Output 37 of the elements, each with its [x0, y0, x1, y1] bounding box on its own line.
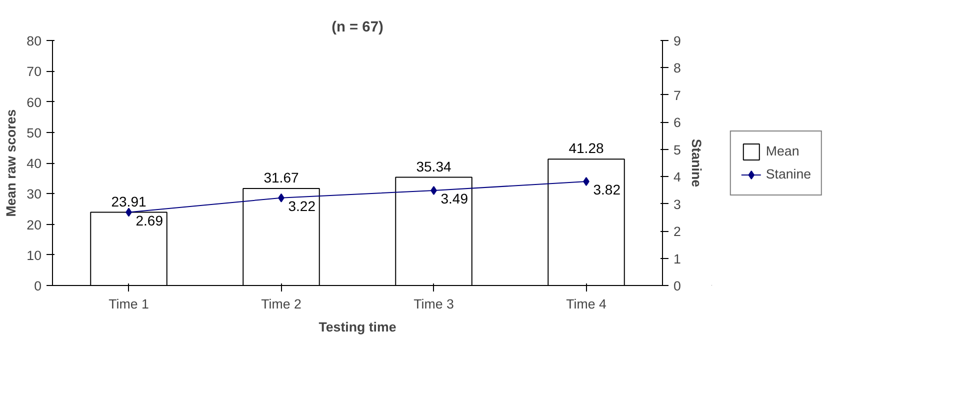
y2-tick-label: 5	[674, 142, 681, 158]
y2-tick-label: 1	[674, 251, 681, 266]
data-label: 3.22	[288, 198, 316, 214]
y2-tick-label: 2	[674, 224, 681, 240]
data-label: 3.82	[593, 182, 621, 198]
y-tick-label: 30	[26, 186, 42, 202]
legend-label: Mean	[766, 144, 800, 158]
y-tick-label: 40	[26, 156, 42, 171]
data-label: 2.69	[136, 212, 164, 228]
y-tick-label: 70	[26, 64, 42, 80]
y2-tick-label: 9	[674, 34, 681, 48]
y2-axis-title: Stanine	[688, 138, 704, 188]
y2-tick-label: 6	[674, 115, 681, 130]
chart-title: (n = 67)	[332, 20, 384, 36]
y2-tick-label: 7	[674, 88, 681, 103]
x-tick-label: Time 1	[108, 296, 149, 312]
data-label: 23.91	[111, 193, 146, 210]
y-tick-label: 50	[26, 125, 42, 140]
legend-label: Stanine	[766, 166, 812, 182]
x-tick-label: Time 4	[566, 296, 607, 312]
x-tick-label: Time 2	[261, 296, 302, 312]
y2-tick-label: 8	[674, 60, 681, 76]
y-tick-label: 20	[26, 217, 42, 232]
y-tick-label: 80	[26, 34, 42, 48]
y-tick-label: 0	[34, 278, 42, 294]
y2-tick-label: 0	[674, 278, 681, 294]
data-label: 41.28	[568, 140, 604, 156]
y-tick-label: 10	[26, 248, 42, 263]
data-label: 35.34	[416, 158, 452, 174]
x-tick-label: Time 3	[414, 296, 454, 312]
y2-tick-label: 3	[674, 196, 681, 212]
x-axis-title: Testing time	[318, 320, 396, 334]
y-axis-title: Mean raw scores	[4, 109, 19, 217]
data-label: 31.67	[264, 170, 299, 186]
y-tick-label: 60	[26, 94, 42, 110]
data-label: 3.49	[440, 190, 468, 206]
y2-tick-label: 4	[674, 170, 682, 185]
